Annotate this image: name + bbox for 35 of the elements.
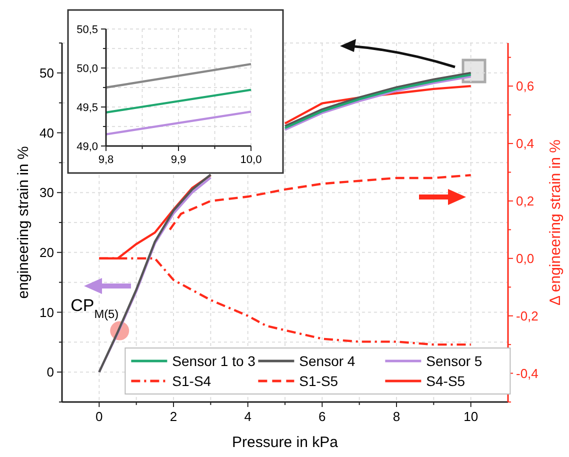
y-tick-label: 40 — [40, 125, 54, 140]
y-tick-label: 50,5 — [76, 24, 98, 36]
y-tick-label: 50 — [40, 65, 54, 80]
legend-label: S1-S4 — [172, 373, 212, 389]
legend-label: S1-S5 — [299, 373, 338, 389]
legend-label: Sensor 5 — [426, 353, 482, 369]
y-tick-label: 30 — [40, 185, 54, 200]
y2-tick-label: -0,2 — [516, 308, 538, 324]
x-tick-label: 10 — [464, 409, 478, 424]
legend-label: Sensor 4 — [299, 353, 356, 369]
x-tick-label: 2 — [170, 409, 178, 424]
y-tick-label: 20 — [40, 244, 54, 260]
x-tick-label: 4 — [244, 409, 252, 424]
y2-tick-label: 0,2 — [516, 194, 534, 209]
y2-tick-label: 0,0 — [516, 250, 534, 266]
y-tick-label: 10 — [40, 304, 54, 320]
line-series — [168, 174, 472, 231]
y2-tick-label: -0,4 — [516, 366, 538, 381]
y-tick-label: 0 — [46, 364, 54, 380]
y2-tick-label: 0,4 — [516, 136, 534, 152]
annotation: CP$_{M(5)}$ — [70, 296, 119, 321]
legend-label: S4-S5 — [426, 373, 466, 389]
y2-tick-label: 0,6 — [516, 78, 534, 94]
y2-axis-title: Δ engineering strain in % — [547, 140, 564, 306]
y-tick-label: 49,0 — [76, 140, 98, 153]
x-tick-label: 10,0 — [240, 154, 262, 166]
y-axis-title: engineering strain in % — [15, 146, 32, 299]
x-tick-label: 9,8 — [98, 154, 114, 166]
x-tick-label: 6 — [318, 409, 326, 424]
legend-label: Sensor 1 to 3 — [172, 353, 256, 369]
y-tick-label: 49,5 — [76, 102, 98, 114]
y-tick-label: 50,0 — [76, 62, 98, 75]
x-tick-label: 9,9 — [170, 154, 186, 166]
x-tick-label: 8 — [392, 409, 400, 424]
x-axis-title: Pressure in kPa — [232, 434, 339, 451]
